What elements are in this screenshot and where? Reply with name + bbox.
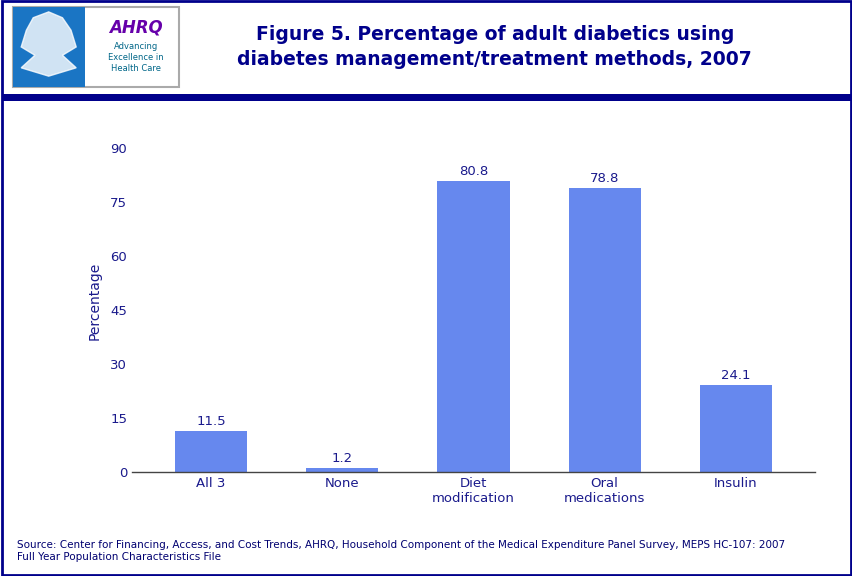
Text: Health Care: Health Care bbox=[111, 63, 161, 73]
Bar bbox=[306, 468, 377, 472]
Text: 1.2: 1.2 bbox=[331, 452, 353, 465]
Text: 80.8: 80.8 bbox=[458, 165, 487, 178]
Text: Figure 5. Percentage of adult diabetics using
diabetes management/treatment meth: Figure 5. Percentage of adult diabetics … bbox=[237, 25, 751, 69]
Text: Source: Center for Financing, Access, and Cost Trends, AHRQ, Household Component: Source: Center for Financing, Access, an… bbox=[17, 540, 784, 562]
Bar bbox=[13, 7, 84, 87]
Y-axis label: Percentage: Percentage bbox=[88, 262, 102, 340]
Polygon shape bbox=[21, 12, 76, 76]
Text: 11.5: 11.5 bbox=[196, 415, 226, 428]
Text: Excellence in: Excellence in bbox=[108, 53, 164, 62]
Text: 24.1: 24.1 bbox=[720, 369, 750, 382]
Bar bbox=[699, 385, 771, 472]
Bar bbox=[568, 188, 640, 472]
Text: AHRQ: AHRQ bbox=[109, 18, 163, 36]
Text: Advancing: Advancing bbox=[114, 43, 158, 51]
Bar bbox=[437, 181, 509, 472]
Text: 78.8: 78.8 bbox=[590, 172, 619, 185]
Bar bbox=[175, 431, 247, 472]
FancyBboxPatch shape bbox=[13, 7, 179, 87]
